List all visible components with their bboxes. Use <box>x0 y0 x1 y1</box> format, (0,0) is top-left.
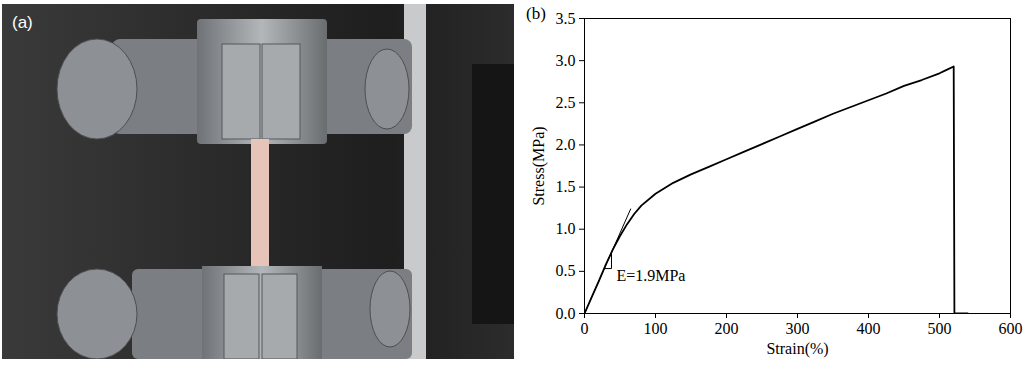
svg-text:2.5: 2.5 <box>556 94 576 111</box>
svg-text:0.5: 0.5 <box>556 262 576 279</box>
svg-text:100: 100 <box>644 320 668 337</box>
svg-text:Strain(%): Strain(%) <box>766 340 828 358</box>
svg-text:200: 200 <box>715 320 739 337</box>
svg-text:2.0: 2.0 <box>556 136 576 153</box>
svg-text:600: 600 <box>999 320 1023 337</box>
svg-text:0: 0 <box>581 320 589 337</box>
svg-text:Stress(MPa): Stress(MPa) <box>530 126 548 205</box>
svg-text:0.0: 0.0 <box>556 305 576 322</box>
svg-text:(a): (a) <box>12 13 33 32</box>
svg-text:1.5: 1.5 <box>556 178 576 195</box>
svg-text:500: 500 <box>928 320 952 337</box>
html-text:(b): (b) <box>526 4 546 23</box>
svg-text:3.5: 3.5 <box>556 10 576 27</box>
svg-text:E=1.9MPa: E=1.9MPa <box>616 267 685 284</box>
svg-text:1.0: 1.0 <box>556 220 576 237</box>
svg-text:400: 400 <box>857 320 881 337</box>
svg-text:3.0: 3.0 <box>556 52 576 69</box>
svg-text:300: 300 <box>786 320 810 337</box>
